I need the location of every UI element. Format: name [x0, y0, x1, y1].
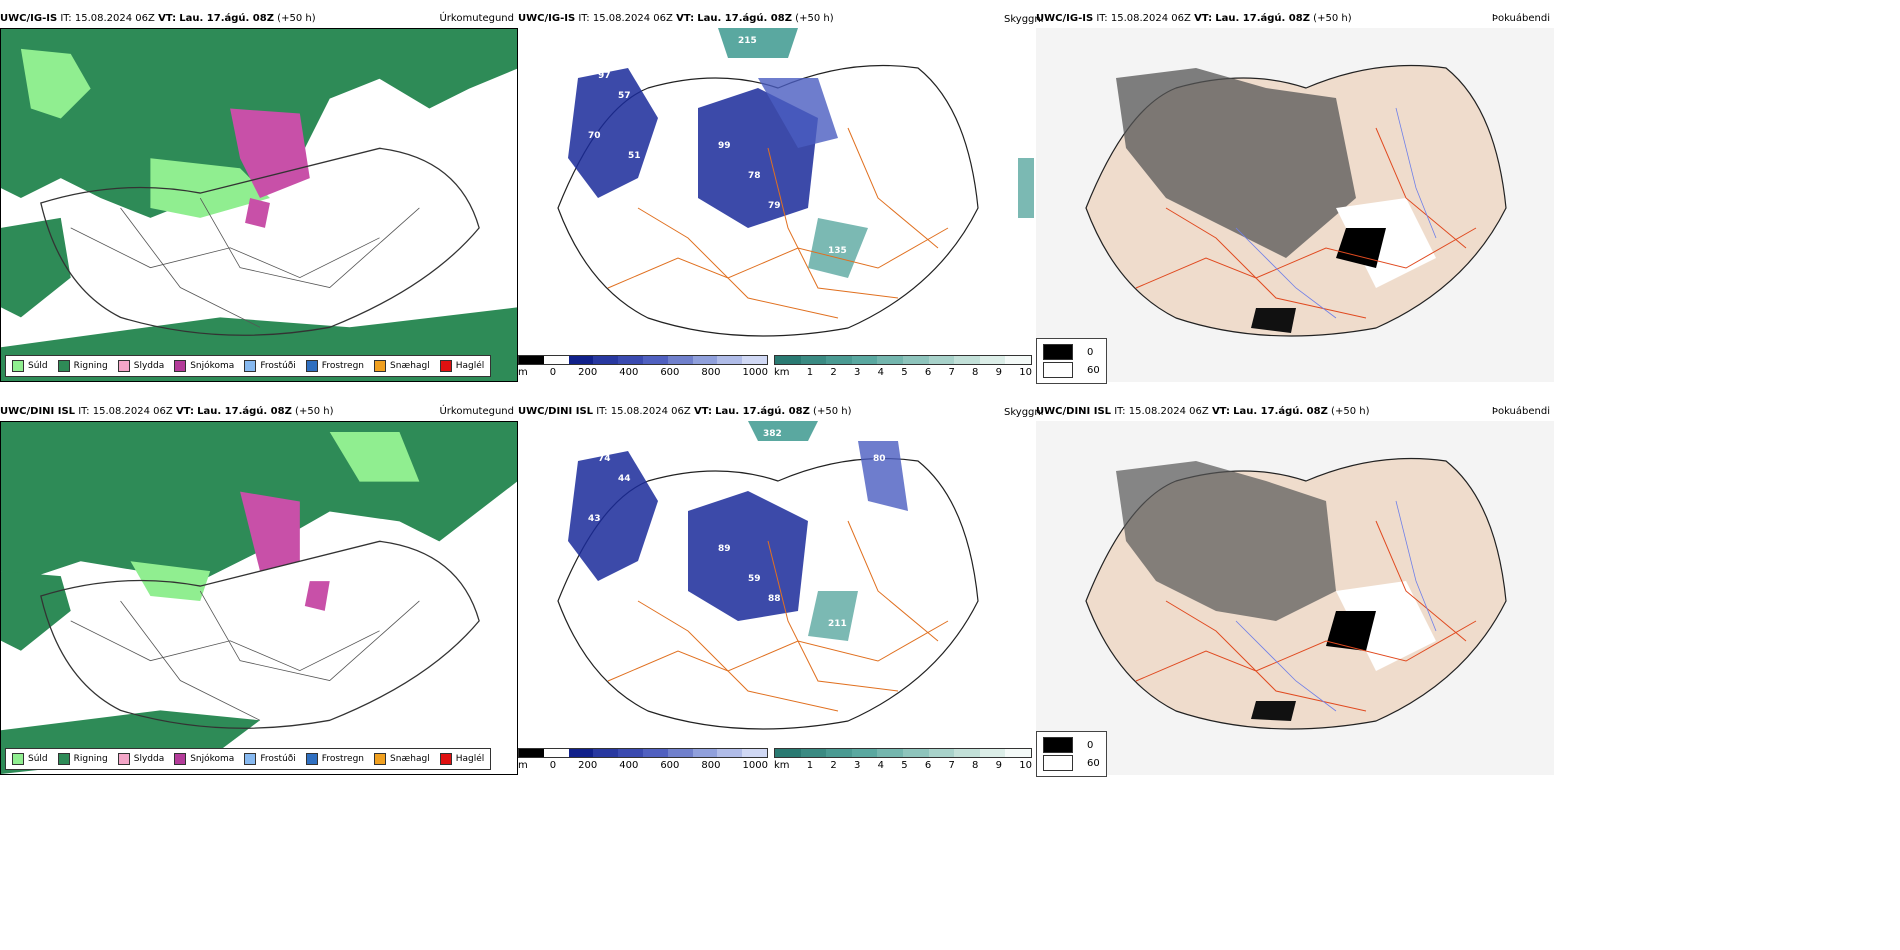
elevation-panel-1: UWC/IG-IS IT: 15.08.2024 06Z VT: Lau. 17… [518, 10, 1034, 382]
cloud-key-item: 0 [1043, 736, 1100, 754]
elevation-header-2: UWC/DINI ISL IT: 15.08.2024 06Z VT: Lau.… [518, 406, 852, 417]
cloud-header-2: UWC/DINI ISL IT: 15.08.2024 06Z VT: Lau.… [1036, 403, 1554, 421]
precip-panel-2: UWC/DINI ISL IT: 15.08.2024 06Z VT: Lau.… [0, 403, 518, 775]
elevation-map-1: 97 57 70 51 99 78 79 215 300 135 176 105 [518, 28, 1034, 358]
legend-item: Snjókoma [174, 753, 234, 765]
peak-label: 176 [778, 261, 797, 271]
km-colorbar-1: km 1 2 3 4 5 6 7 8 9 10 [774, 355, 1032, 378]
legend-item: Súld [12, 753, 48, 765]
precip-header-1: UWC/IG-IS IT: 15.08.2024 06Z VT: Lau. 17… [0, 10, 518, 28]
peak-label: 300 [878, 81, 897, 91]
cloud-key-2: 0 60 [1036, 731, 1107, 777]
peak-label: 44 [618, 474, 631, 484]
cloud-map-2 [1036, 421, 1554, 775]
elevation-panel-2: UWC/DINI ISL IT: 15.08.2024 06Z VT: Lau.… [518, 403, 1034, 775]
legend-item: Snjókoma [174, 360, 234, 372]
precip-map-2: Súld Rigning Slydda Snjókoma Frostúði Fr… [0, 421, 518, 775]
cloud-key-item: 60 [1043, 754, 1100, 772]
precip-legend-1: Súld Rigning Slydda Snjókoma Frostúði Fr… [5, 355, 492, 377]
km-colorbar-2: km 1 2 3 4 5 6 7 8 9 10 [774, 748, 1032, 771]
peak-label: 80 [873, 454, 886, 464]
precip-panel-1: UWC/IG-IS IT: 15.08.2024 06Z VT: Lau. 17… [0, 10, 518, 382]
legend-item: Frostúði [244, 753, 296, 765]
legend-item: Slydda [117, 360, 164, 372]
precip-title-2: Úrkomutegund [439, 406, 514, 417]
peak-label: 99 [718, 141, 731, 151]
precip-legend-2: Súld Rigning Slydda Snjókoma Frostúði Fr… [5, 748, 492, 770]
peak-label: 51 [628, 151, 641, 161]
legend-item: Rigning [57, 753, 108, 765]
peak-label: 57 [618, 91, 631, 101]
legend-item: Frostúði [244, 360, 296, 372]
peak-label: 74 [598, 454, 611, 464]
peak-label: 382 [763, 429, 782, 439]
peak-label: 97 [598, 71, 611, 81]
legend-item: Frostregn [305, 360, 364, 372]
legend-item: Snæhagl [374, 360, 430, 372]
peak-label: 78 [748, 171, 761, 181]
peak-label: 88 [768, 594, 781, 604]
cloud-title-1: Þokuábendi [1491, 13, 1550, 24]
peak-label: 79 [768, 201, 781, 211]
precip-header-2: UWC/DINI ISL IT: 15.08.2024 06Z VT: Lau.… [0, 403, 518, 421]
elevation-header-1: UWC/IG-IS IT: 15.08.2024 06Z VT: Lau. 17… [518, 13, 834, 24]
cloud-panel-2: UWC/DINI ISL IT: 15.08.2024 06Z VT: Lau.… [1036, 403, 1554, 775]
legend-item: Snæhagl [374, 753, 430, 765]
precip-map-1: Súld Rigning Slydda Snjókoma Frostúði Fr… [0, 28, 518, 382]
precip-title-1: Úrkomutegund [439, 13, 514, 24]
cloud-key-item: 60 [1043, 361, 1100, 379]
visibility-label-2: Skyggni [1004, 407, 1044, 418]
legend-item: Rigning [57, 360, 108, 372]
cloud-key-item: 0 [1043, 343, 1100, 361]
legend-item: Frostregn [305, 753, 364, 765]
peak-label: 105 [763, 311, 782, 321]
peak-label: 59 [748, 574, 761, 584]
visibility-label-1: Skyggni [1004, 14, 1044, 25]
elevation-labels-1: 97 57 70 51 99 78 79 215 300 135 176 105 [588, 36, 897, 321]
elevation-colorbar-2: m 0 200 400 600 800 1000 [518, 748, 768, 771]
peak-label: 215 [738, 36, 757, 46]
peak-label: 70 [588, 131, 601, 141]
cloud-panel-1: UWC/IG-IS IT: 15.08.2024 06Z VT: Lau. 17… [1036, 10, 1554, 382]
elevation-map-2: 74 44 43 89 59 88 382 80 211 110 [518, 421, 1034, 751]
peak-label: 135 [828, 246, 847, 256]
peak-label: 211 [828, 619, 847, 629]
legend-item: Slydda [117, 753, 164, 765]
cloud-map-1 [1036, 28, 1554, 382]
peak-label: 110 [763, 704, 782, 714]
elevation-colorbar-1: m 0 200 400 600 800 1000 [518, 355, 768, 378]
cloud-header-1: UWC/IG-IS IT: 15.08.2024 06Z VT: Lau. 17… [1036, 10, 1554, 28]
legend-item: Haglél [439, 360, 484, 372]
elevation-labels-2: 74 44 43 89 59 88 382 80 211 110 [588, 429, 886, 714]
cloud-title-2: Þokuábendi [1491, 406, 1550, 417]
legend-item: Haglél [439, 753, 484, 765]
cloud-key-1: 0 60 [1036, 338, 1107, 384]
peak-label: 89 [718, 544, 731, 554]
peak-label: 43 [588, 514, 601, 524]
legend-item: Súld [12, 360, 48, 372]
